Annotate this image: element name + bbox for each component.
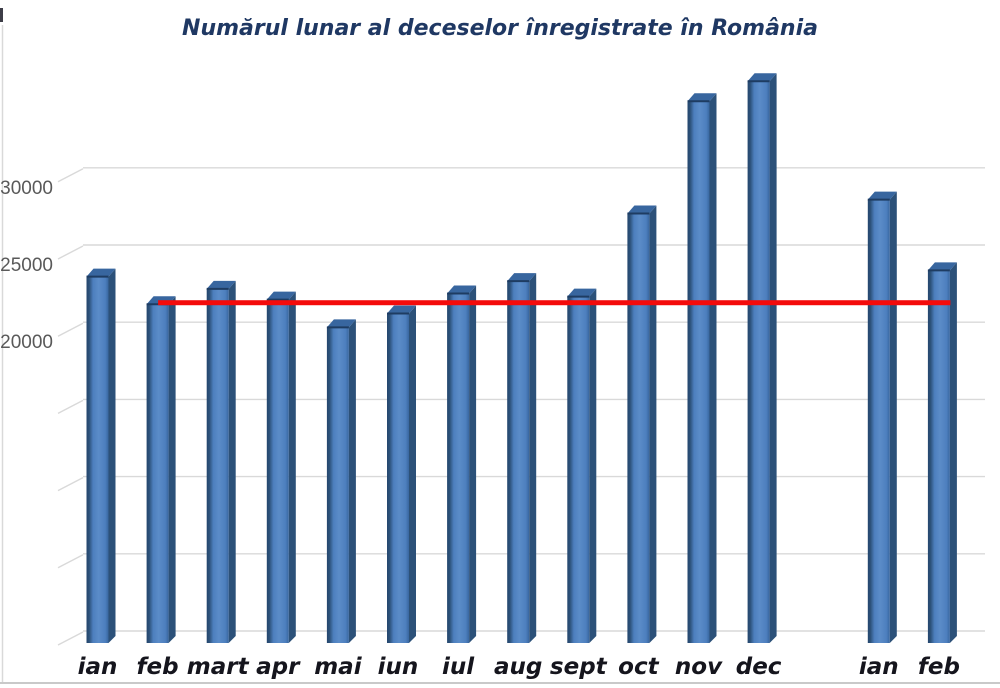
bar-feb-1 [146, 296, 176, 643]
bar-front-face [927, 270, 950, 643]
x-axis-month-label: nov [675, 654, 723, 680]
bar-side-face [228, 280, 236, 643]
bar-iun-5 [387, 305, 416, 643]
bar-side-face [288, 291, 296, 643]
bar-side-face [108, 268, 116, 643]
bar-front-face [326, 327, 349, 643]
bar-side-face [589, 288, 597, 643]
y-axis-tick-label: 20000 [0, 332, 53, 353]
bar-side-face [769, 73, 777, 643]
bar-top-face [507, 273, 537, 282]
x-axis-month-label: ian [78, 654, 118, 680]
x-axis-month-label: iul [442, 654, 475, 680]
bar-top-face [927, 262, 957, 271]
bar-sept-8 [567, 288, 597, 643]
gridline-stub [57, 554, 84, 569]
bar-side-face [348, 319, 356, 643]
gridline-stub [57, 245, 84, 260]
x-axis-month-label: oct [618, 654, 659, 680]
bar-feb-13 [927, 262, 957, 643]
bar-aug-7 [507, 273, 537, 643]
bar-mai-4 [326, 319, 356, 643]
bar-mart-2 [206, 280, 236, 643]
gridline-stub [57, 168, 84, 183]
bar-top-face [387, 305, 416, 314]
bar-top-face [447, 285, 477, 294]
bar-side-face [649, 205, 657, 643]
bar-front-face [387, 313, 409, 643]
bar-front-face [627, 213, 650, 643]
x-axis-month-label: mai [314, 654, 362, 680]
bar-side-face [469, 285, 477, 643]
bar-side-face [709, 93, 717, 644]
bar-top-face [326, 319, 356, 328]
bar-side-face [949, 262, 957, 643]
screen-edge-artifact [0, 8, 3, 22]
bar-top-face [86, 268, 116, 277]
bar-side-face [168, 296, 176, 643]
x-axis-month-label: sept [550, 654, 608, 680]
bar-iul-6 [447, 285, 477, 643]
gridline-stub [57, 631, 84, 646]
gridline-stub [57, 322, 84, 337]
bar-ian-0 [86, 268, 116, 643]
x-axis-month-label: feb [137, 654, 179, 680]
bar-front-face [567, 296, 590, 643]
bar-front-face [507, 281, 530, 643]
bar-top-face [627, 205, 657, 214]
bar-nov-10 [687, 93, 717, 644]
x-axis-month-label: apr [256, 654, 301, 680]
bar-top-face [567, 288, 597, 297]
bar-oct-9 [627, 205, 657, 643]
x-axis-month-label: feb [918, 654, 960, 680]
bar-ian-12 [867, 191, 897, 644]
bar-side-face [409, 305, 416, 643]
bar-top-face [747, 73, 777, 82]
bar-front-face [86, 276, 109, 643]
x-axis-month-label: aug [494, 654, 542, 680]
bar-front-face [867, 199, 890, 644]
bar-front-face [146, 304, 169, 643]
y-axis-tick-label: 30000 [0, 178, 53, 199]
chart-title: Numărul lunar al deceselor înregistrate … [182, 16, 818, 41]
bar-top-face [867, 191, 897, 200]
bar-front-face [447, 293, 470, 643]
bar-top-face [266, 291, 296, 300]
bar-front-face [687, 101, 710, 644]
bar-front-face [206, 288, 229, 643]
bar-side-face [529, 273, 537, 643]
bar-apr-3 [266, 291, 296, 643]
y-axis-tick-label: 25000 [0, 255, 53, 276]
x-axis-month-label: iun [378, 654, 419, 680]
x-axis-month-label: ian [859, 654, 899, 680]
bar-dec-11 [747, 73, 777, 643]
bar-top-face [687, 93, 717, 102]
x-axis-month-label: dec [736, 654, 782, 680]
gridline-stub [57, 399, 84, 415]
bar-top-face [206, 280, 236, 289]
bar-front-face [266, 299, 289, 643]
gridline-stub [57, 476, 84, 492]
bar-side-face [889, 191, 897, 644]
reference-line [158, 300, 951, 306]
bar-front-face [747, 81, 770, 643]
x-axis-month-label: mart [187, 654, 250, 680]
